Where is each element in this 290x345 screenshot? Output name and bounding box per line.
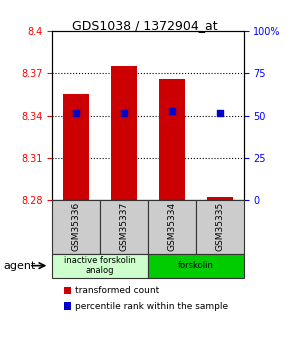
Text: GSM35334: GSM35334 xyxy=(167,202,176,252)
Point xyxy=(169,109,174,114)
Text: transformed count: transformed count xyxy=(75,286,160,295)
Bar xyxy=(63,95,89,200)
Text: percentile rank within the sample: percentile rank within the sample xyxy=(75,302,229,310)
Bar xyxy=(159,79,185,200)
Text: GDS1038 / 1372904_at: GDS1038 / 1372904_at xyxy=(72,19,218,32)
Text: agent: agent xyxy=(3,261,35,270)
Text: GSM35335: GSM35335 xyxy=(215,202,224,252)
Point xyxy=(122,110,126,116)
Bar xyxy=(111,66,137,200)
Point xyxy=(74,110,78,116)
Point xyxy=(218,110,222,116)
Text: GSM35336: GSM35336 xyxy=(72,202,81,252)
Text: GSM35337: GSM35337 xyxy=(119,202,128,252)
Text: forskolin: forskolin xyxy=(178,261,214,270)
Text: inactive forskolin
analog: inactive forskolin analog xyxy=(64,256,136,275)
Bar xyxy=(206,197,233,200)
